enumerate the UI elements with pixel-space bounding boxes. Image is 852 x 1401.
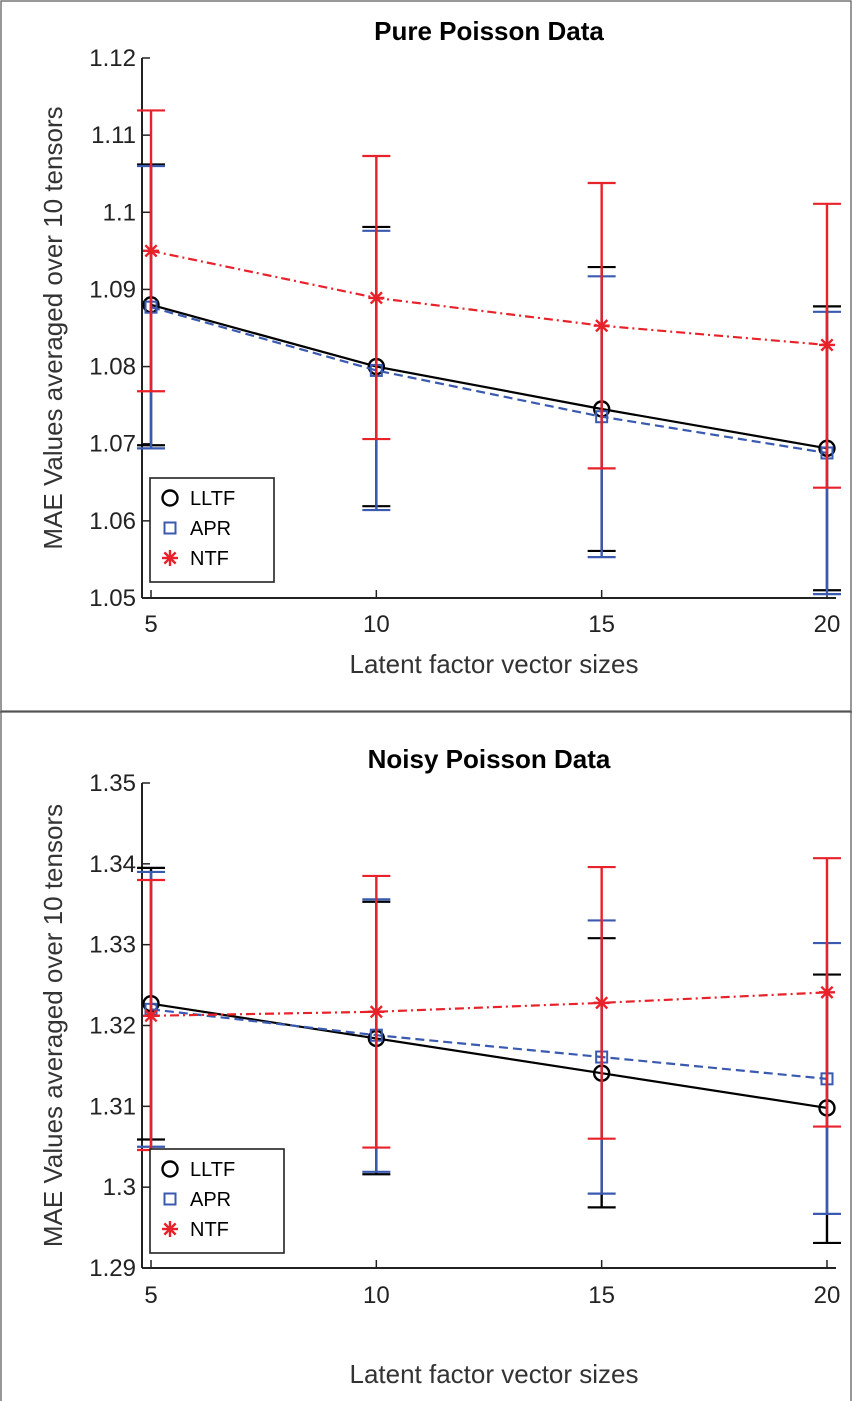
asterisk-stroke [820, 338, 834, 352]
x-tick-label: 20 [814, 1282, 841, 1309]
legend-item-apr: APR [163, 518, 231, 540]
legend-marker [162, 1221, 178, 1237]
legend-item-apr: APR [163, 1189, 231, 1211]
asterisk-stroke [595, 319, 609, 333]
panel-border-top [0, 0, 852, 712]
x-tick-label: 20 [814, 611, 841, 638]
series-ntf [137, 857, 841, 1152]
y-tick-label: 1.31 [89, 1093, 136, 1120]
legend-item-lltf: LLTF [161, 1159, 235, 1181]
series-ntf [137, 109, 841, 489]
legend-label: APR [190, 1189, 231, 1211]
chart-title: Pure Poisson Data [374, 16, 604, 46]
data-point [143, 1007, 160, 1024]
asterisk-stroke [369, 1005, 383, 1019]
asterisk-stroke [163, 1222, 177, 1236]
legend-label: APR [190, 518, 231, 540]
asterisk-stroke [163, 551, 177, 565]
legend-box [149, 1148, 285, 1254]
asterisk-stroke [820, 985, 834, 999]
chart-title: Noisy Poisson Data [368, 744, 611, 774]
chart-pure-poisson: Pure Poisson Data 1.05 1.06 1.07 1.08 1.09 1.1… [38, 16, 841, 679]
x-tick-label: 5 [144, 611, 157, 638]
x-axis-label: Latent factor vector sizes [349, 1359, 638, 1389]
y-axis-label: MAE Values averaged over 10 tensors [38, 106, 68, 549]
legend-label: LLTF [190, 1159, 235, 1181]
y-axis-label: MAE Values averaged over 10 tensors [38, 804, 68, 1247]
data-point [368, 1003, 385, 1020]
x-tick-label: 10 [363, 611, 390, 638]
y-tick-label: 1.06 [89, 508, 136, 535]
y-tick-label: 1.3 [103, 1174, 136, 1201]
series-line [150, 991, 828, 1017]
y-tick-label: 1.34 [89, 851, 136, 878]
legend-item-ntf: NTF [162, 548, 229, 570]
data-point [593, 317, 610, 334]
y-tick-label: 1.09 [89, 276, 136, 303]
y-tick-label: 1.33 [89, 932, 136, 959]
asterisk-stroke [144, 244, 158, 258]
y-tick-label: 1.35 [89, 770, 136, 797]
legend-marker [161, 489, 179, 507]
series-line [150, 249, 828, 347]
legend-marker [161, 1160, 179, 1178]
legend-marker [163, 521, 177, 535]
y-tick-label: 1.08 [89, 354, 136, 381]
chart-noisy-poisson: Noisy Poisson Data 1.29 1.3 1.31 1.32 1.33 1.3… [38, 744, 841, 1389]
data-point [818, 984, 835, 1001]
legend-item-ntf: NTF [162, 1219, 229, 1241]
legend-marker [162, 550, 178, 566]
x-tick-label: 15 [588, 1282, 615, 1309]
x-axis-label: Latent factor vector sizes [349, 649, 638, 679]
asterisk-stroke [144, 1009, 158, 1023]
x-tick-label: 5 [144, 1282, 157, 1309]
data-point [368, 289, 385, 306]
y-tick-label: 1.12 [89, 45, 136, 72]
asterisk-stroke [595, 996, 609, 1010]
y-tick-label: 1.07 [89, 431, 136, 458]
y-tick-label: 1.05 [89, 585, 136, 612]
legend: LLTF APR NTF [149, 477, 275, 583]
legend-item-lltf: LLTF [161, 488, 235, 510]
data-point [593, 994, 610, 1011]
x-tick-label: 15 [588, 611, 615, 638]
asterisk-stroke [369, 291, 383, 305]
series-line [150, 303, 828, 450]
y-tick-label: 1.1 [103, 199, 136, 226]
y-tick-label: 1.32 [89, 1013, 136, 1040]
y-tick-label: 1.29 [89, 1255, 136, 1282]
data-point [818, 336, 835, 353]
legend-label: NTF [190, 548, 229, 570]
series-line [150, 1002, 828, 1110]
series-line [150, 306, 828, 455]
legend-marker [163, 1192, 177, 1206]
legend-label: LLTF [190, 488, 235, 510]
legend: LLTF APR NTF [149, 1148, 285, 1254]
x-tick-label: 10 [363, 1282, 390, 1309]
y-tick-label: 1.11 [91, 122, 136, 149]
series-line [150, 1008, 828, 1080]
data-point [143, 242, 160, 259]
legend-label: NTF [190, 1219, 229, 1241]
